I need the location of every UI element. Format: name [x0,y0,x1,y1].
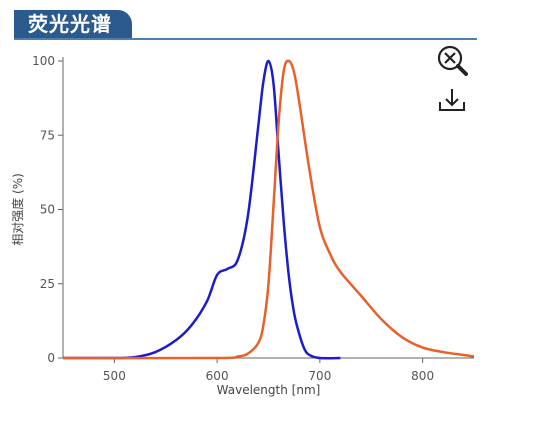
x-tick-label: 700 [308,369,331,383]
x-tick-label: 500 [103,369,126,383]
zoom-reset-button[interactable] [432,42,472,78]
x-axis-title: Wavelength [nm] [217,383,321,397]
y-axis-title: 相对强度 (%) [10,173,25,246]
x-tick-label: 800 [411,369,434,383]
y-tick-label: 25 [40,277,55,291]
axes [62,57,474,359]
download-icon [439,89,465,111]
download-button[interactable] [432,84,472,120]
y-ticks: 0 25 50 75 100 [32,54,63,365]
header-divider [14,38,477,40]
excitation-spectrum-line [62,59,341,360]
y-tick-label: 50 [40,203,55,217]
y-tick-label: 0 [47,351,55,365]
x-ticks: 500 600 700 800 [103,358,434,383]
series-group [62,59,475,360]
x-tick-label: 600 [206,369,229,383]
section-title: 荧光光谱 [14,10,132,39]
emission-spectrum-line [62,59,475,360]
y-tick-label: 75 [40,128,55,142]
zoom-reset-icon [437,45,468,76]
y-tick-label: 100 [32,54,55,68]
